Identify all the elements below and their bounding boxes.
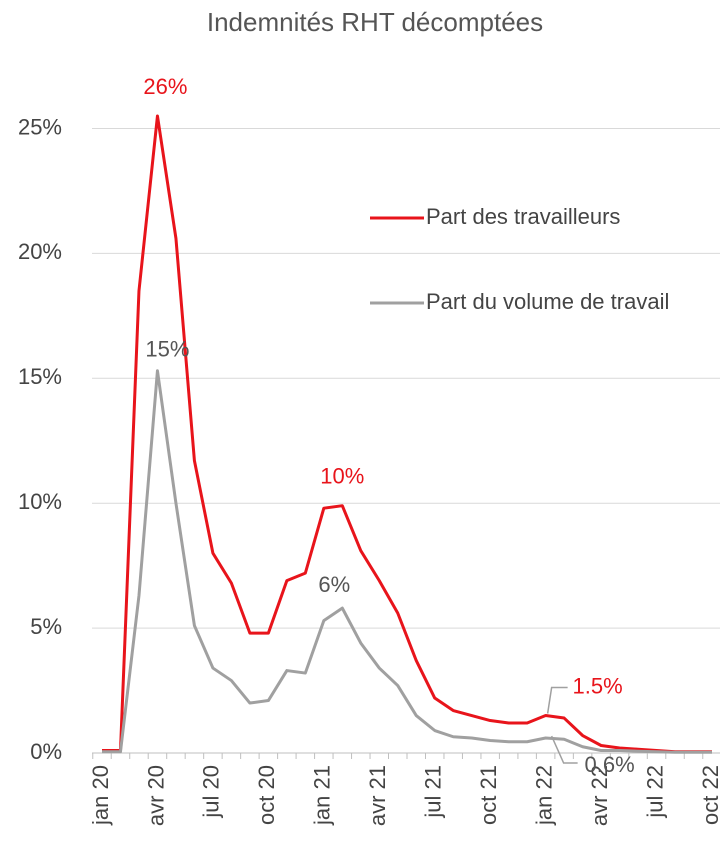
y-tick-label: 10% [18, 489, 62, 514]
x-tick-label: avr 21 [365, 765, 390, 826]
series-line [102, 114, 712, 754]
x-tick-label: oct 20 [254, 765, 279, 825]
x-tick-label: jan 21 [310, 765, 335, 826]
data-label: 1.5% [573, 673, 623, 698]
data-label: 6% [318, 572, 350, 597]
x-tick-label: jul 20 [199, 765, 224, 819]
legend-label: Part du volume de travail [426, 289, 669, 314]
x-tick-label: oct 21 [476, 765, 501, 825]
leader-line [550, 735, 578, 764]
y-tick-label: 5% [30, 614, 62, 639]
y-tick-label: 15% [18, 364, 62, 389]
x-tick-label: jan 20 [88, 765, 113, 826]
x-tick-label: jul 22 [642, 765, 667, 819]
series-line [102, 369, 712, 754]
y-tick-label: 0% [30, 739, 62, 764]
x-tick-label: avr 22 [587, 765, 612, 826]
x-tick-label: oct 22 [698, 765, 722, 825]
data-label: 0.6% [585, 752, 635, 777]
x-tick-label: jan 22 [531, 765, 556, 826]
y-tick-label: 20% [18, 239, 62, 264]
legend-label: Part des travailleurs [426, 204, 620, 229]
chart-title: Indemnités RHT décomptées [207, 7, 543, 37]
x-tick-label: avr 20 [143, 765, 168, 826]
leader-line [546, 686, 568, 714]
data-label: 10% [320, 464, 364, 489]
y-tick-label: 25% [18, 114, 62, 139]
data-label: 26% [143, 74, 187, 99]
data-label: 15% [145, 337, 189, 362]
x-tick-label: jul 21 [421, 765, 446, 819]
